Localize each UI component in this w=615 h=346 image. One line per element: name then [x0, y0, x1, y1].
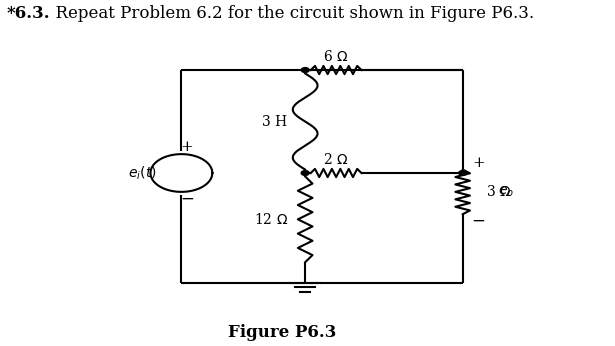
Text: 3 H: 3 H [261, 115, 287, 128]
Text: 2 $\Omega$: 2 $\Omega$ [323, 153, 349, 167]
Circle shape [301, 67, 309, 72]
Text: +: + [472, 156, 485, 170]
Text: Figure P6.3: Figure P6.3 [229, 324, 337, 341]
Text: 12 $\Omega$: 12 $\Omega$ [255, 212, 288, 227]
Text: −: − [472, 212, 485, 229]
Circle shape [459, 171, 467, 175]
Text: $e_o$: $e_o$ [498, 185, 514, 199]
Text: 3 $\Omega$: 3 $\Omega$ [486, 184, 512, 199]
Text: Repeat Problem 6.2 for the circuit shown in Figure P6.3.: Repeat Problem 6.2 for the circuit shown… [46, 5, 534, 22]
Text: −: − [180, 191, 194, 208]
Text: *6.3.: *6.3. [7, 5, 50, 22]
Text: 6 $\Omega$: 6 $\Omega$ [323, 49, 349, 64]
Text: $e_i(t)$: $e_i(t)$ [128, 164, 156, 182]
Circle shape [301, 171, 309, 175]
Text: +: + [181, 139, 193, 154]
